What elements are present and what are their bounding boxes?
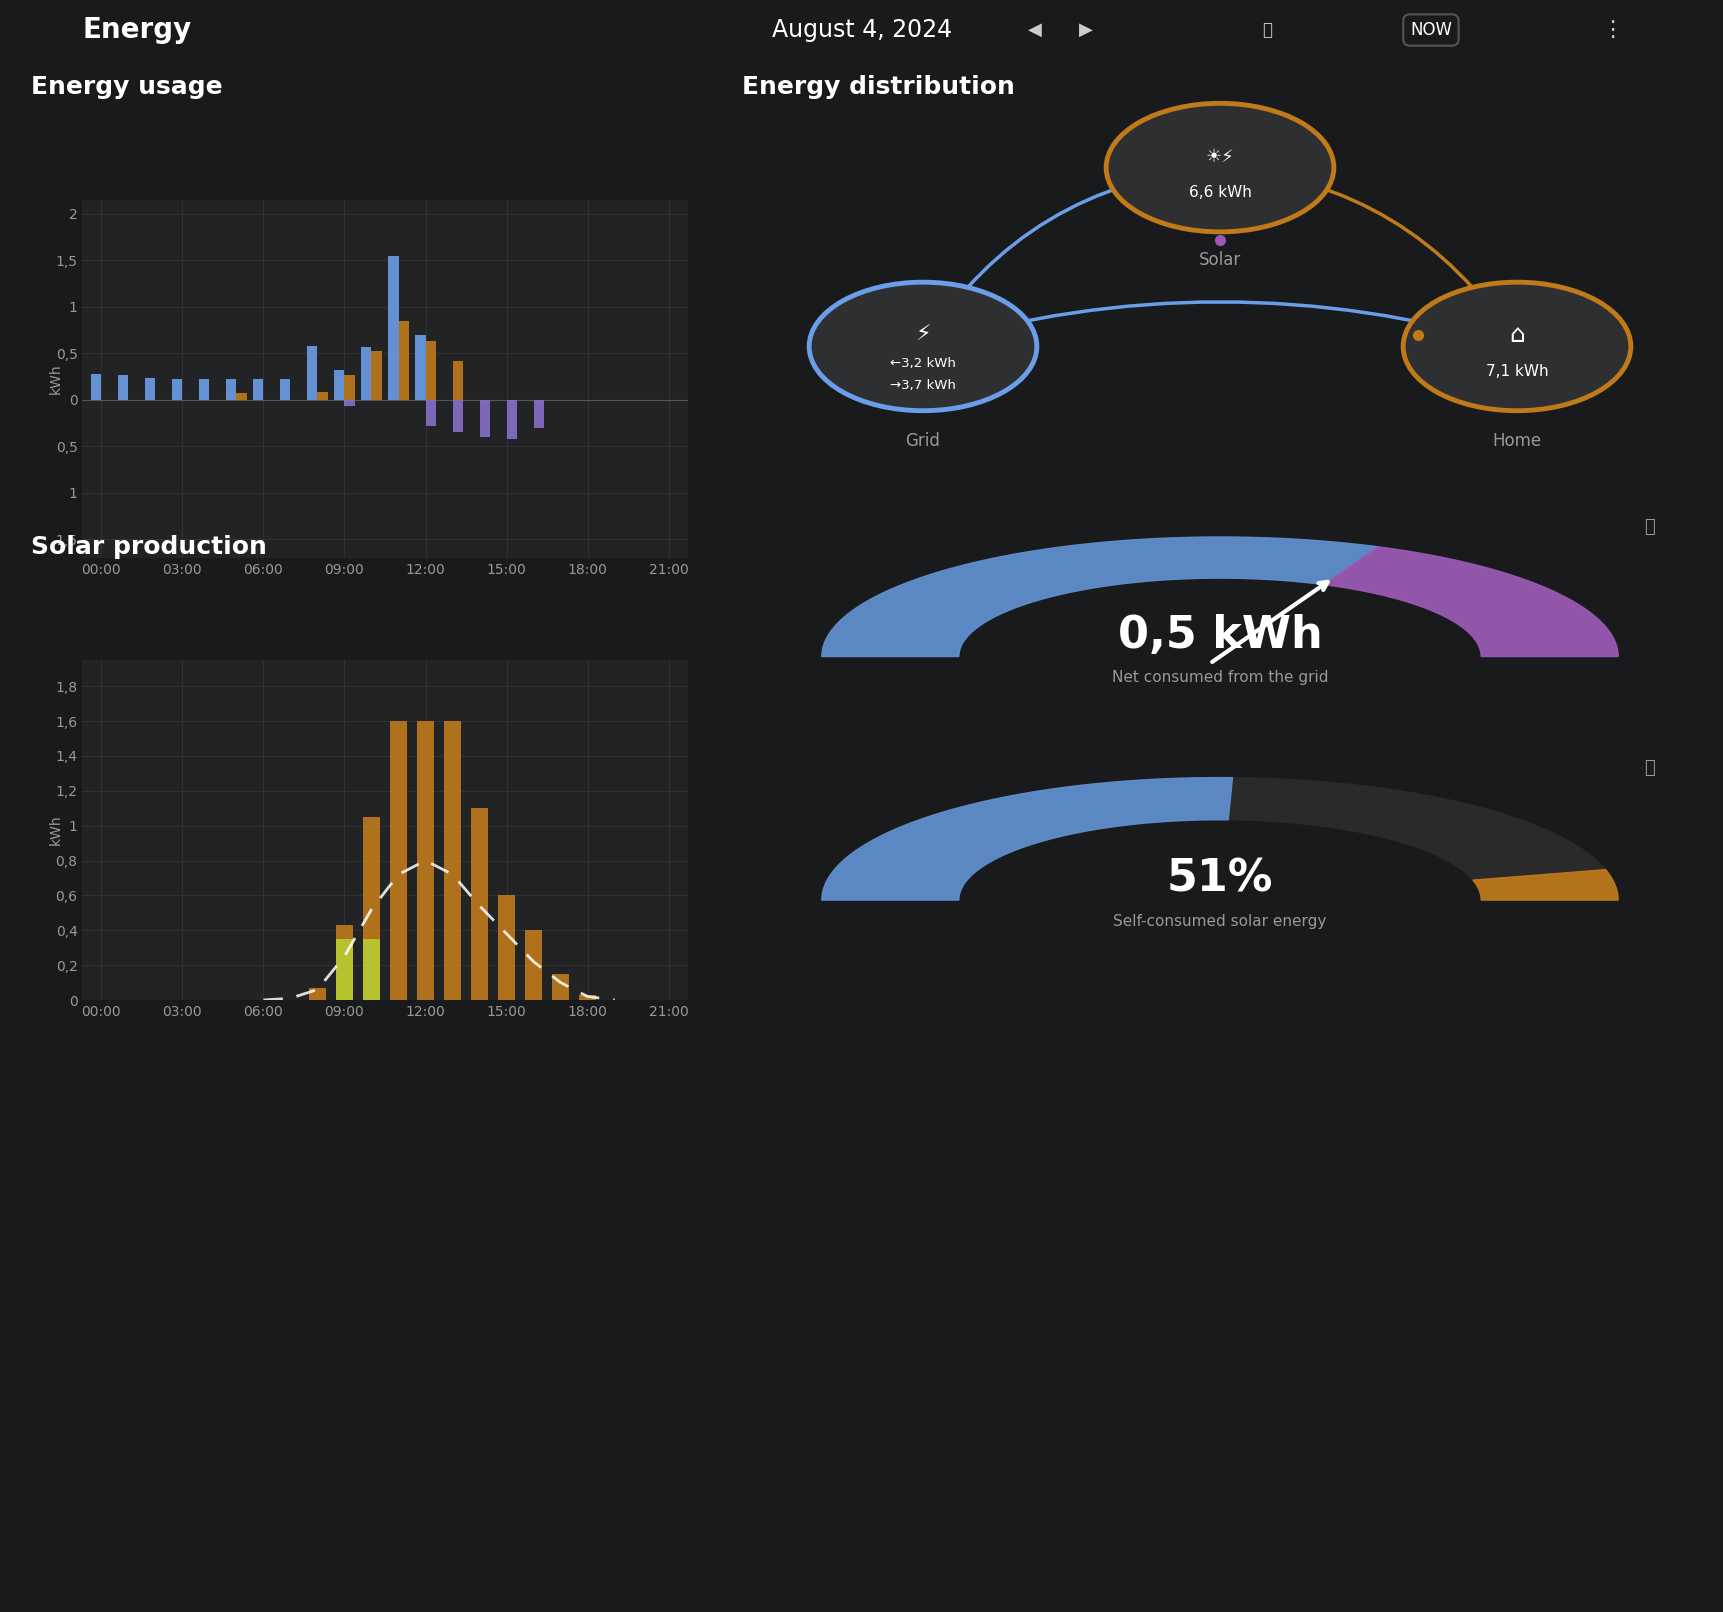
Bar — [236, 393, 246, 400]
Bar — [226, 379, 236, 400]
Text: kWh: kWh — [48, 814, 64, 845]
Text: NOW: NOW — [1409, 21, 1451, 39]
Bar — [317, 392, 327, 400]
Bar — [145, 377, 155, 400]
Polygon shape — [1323, 546, 1618, 656]
Text: 51%: 51% — [1166, 858, 1273, 899]
Text: ☀⚡: ☀⚡ — [1204, 147, 1234, 166]
Polygon shape — [822, 777, 1232, 899]
Text: ⌂: ⌂ — [1508, 324, 1525, 347]
Text: ⚡: ⚡ — [915, 326, 930, 345]
Bar — [470, 808, 488, 999]
Text: Energy: Energy — [83, 16, 191, 44]
Bar — [253, 379, 264, 400]
Text: ←3,2 kWh: ←3,2 kWh — [889, 356, 955, 369]
Bar — [117, 376, 128, 400]
Bar — [362, 347, 370, 400]
Bar — [388, 256, 398, 400]
Circle shape — [1403, 282, 1630, 411]
Bar — [507, 400, 517, 438]
Text: Home: Home — [1492, 432, 1540, 450]
Bar — [417, 721, 434, 999]
Circle shape — [1106, 103, 1334, 232]
Text: ▶: ▶ — [1079, 21, 1092, 39]
Text: kWh: kWh — [48, 364, 64, 395]
Text: →3,7 kWh: →3,7 kWh — [889, 379, 955, 392]
Polygon shape — [1471, 869, 1618, 899]
Bar — [389, 721, 407, 999]
Bar — [426, 342, 436, 400]
Bar — [451, 361, 462, 400]
Bar — [362, 938, 381, 999]
Text: 7,1 kWh: 7,1 kWh — [1485, 364, 1547, 379]
Text: August 4, 2024: August 4, 2024 — [772, 18, 951, 42]
Bar — [308, 988, 326, 999]
Bar — [345, 376, 355, 400]
Text: Grid: Grid — [905, 432, 939, 450]
Text: ⋮: ⋮ — [1601, 19, 1621, 40]
Bar — [534, 400, 543, 427]
Text: Energy usage: Energy usage — [31, 76, 222, 98]
Bar — [579, 995, 596, 999]
Text: Self-consumed solar energy: Self-consumed solar energy — [1113, 914, 1327, 929]
Polygon shape — [822, 537, 1377, 656]
Text: ⓘ: ⓘ — [1644, 519, 1654, 537]
Bar — [426, 400, 436, 426]
Bar — [281, 379, 289, 400]
Text: Net consumed from the grid: Net consumed from the grid — [1111, 671, 1327, 685]
Bar — [345, 400, 355, 406]
Bar — [415, 335, 426, 400]
Text: ◀: ◀ — [1027, 21, 1041, 39]
Bar — [172, 379, 183, 400]
Text: Energy distribution: Energy distribution — [743, 76, 1015, 98]
Bar — [370, 351, 381, 400]
Text: ⓘ: ⓘ — [1644, 759, 1654, 777]
Bar — [398, 321, 408, 400]
Text: 6,6 kWh: 6,6 kWh — [1187, 185, 1251, 200]
Bar — [551, 974, 569, 999]
Text: 📅: 📅 — [1261, 21, 1272, 39]
Bar — [524, 930, 543, 999]
Bar — [336, 938, 353, 999]
Bar — [362, 817, 381, 999]
Bar — [198, 379, 208, 400]
Bar — [336, 925, 353, 999]
Polygon shape — [822, 777, 1618, 899]
Circle shape — [808, 282, 1036, 411]
Bar — [451, 400, 462, 432]
Bar — [334, 371, 345, 400]
Bar — [307, 347, 317, 400]
Text: Solar production: Solar production — [31, 535, 267, 559]
Polygon shape — [822, 537, 1618, 656]
Text: 0,5 kWh: 0,5 kWh — [1117, 614, 1322, 658]
Text: Solar: Solar — [1197, 251, 1241, 269]
Bar — [498, 895, 515, 999]
Bar — [443, 721, 462, 999]
Bar — [479, 400, 489, 437]
Bar — [91, 374, 102, 400]
